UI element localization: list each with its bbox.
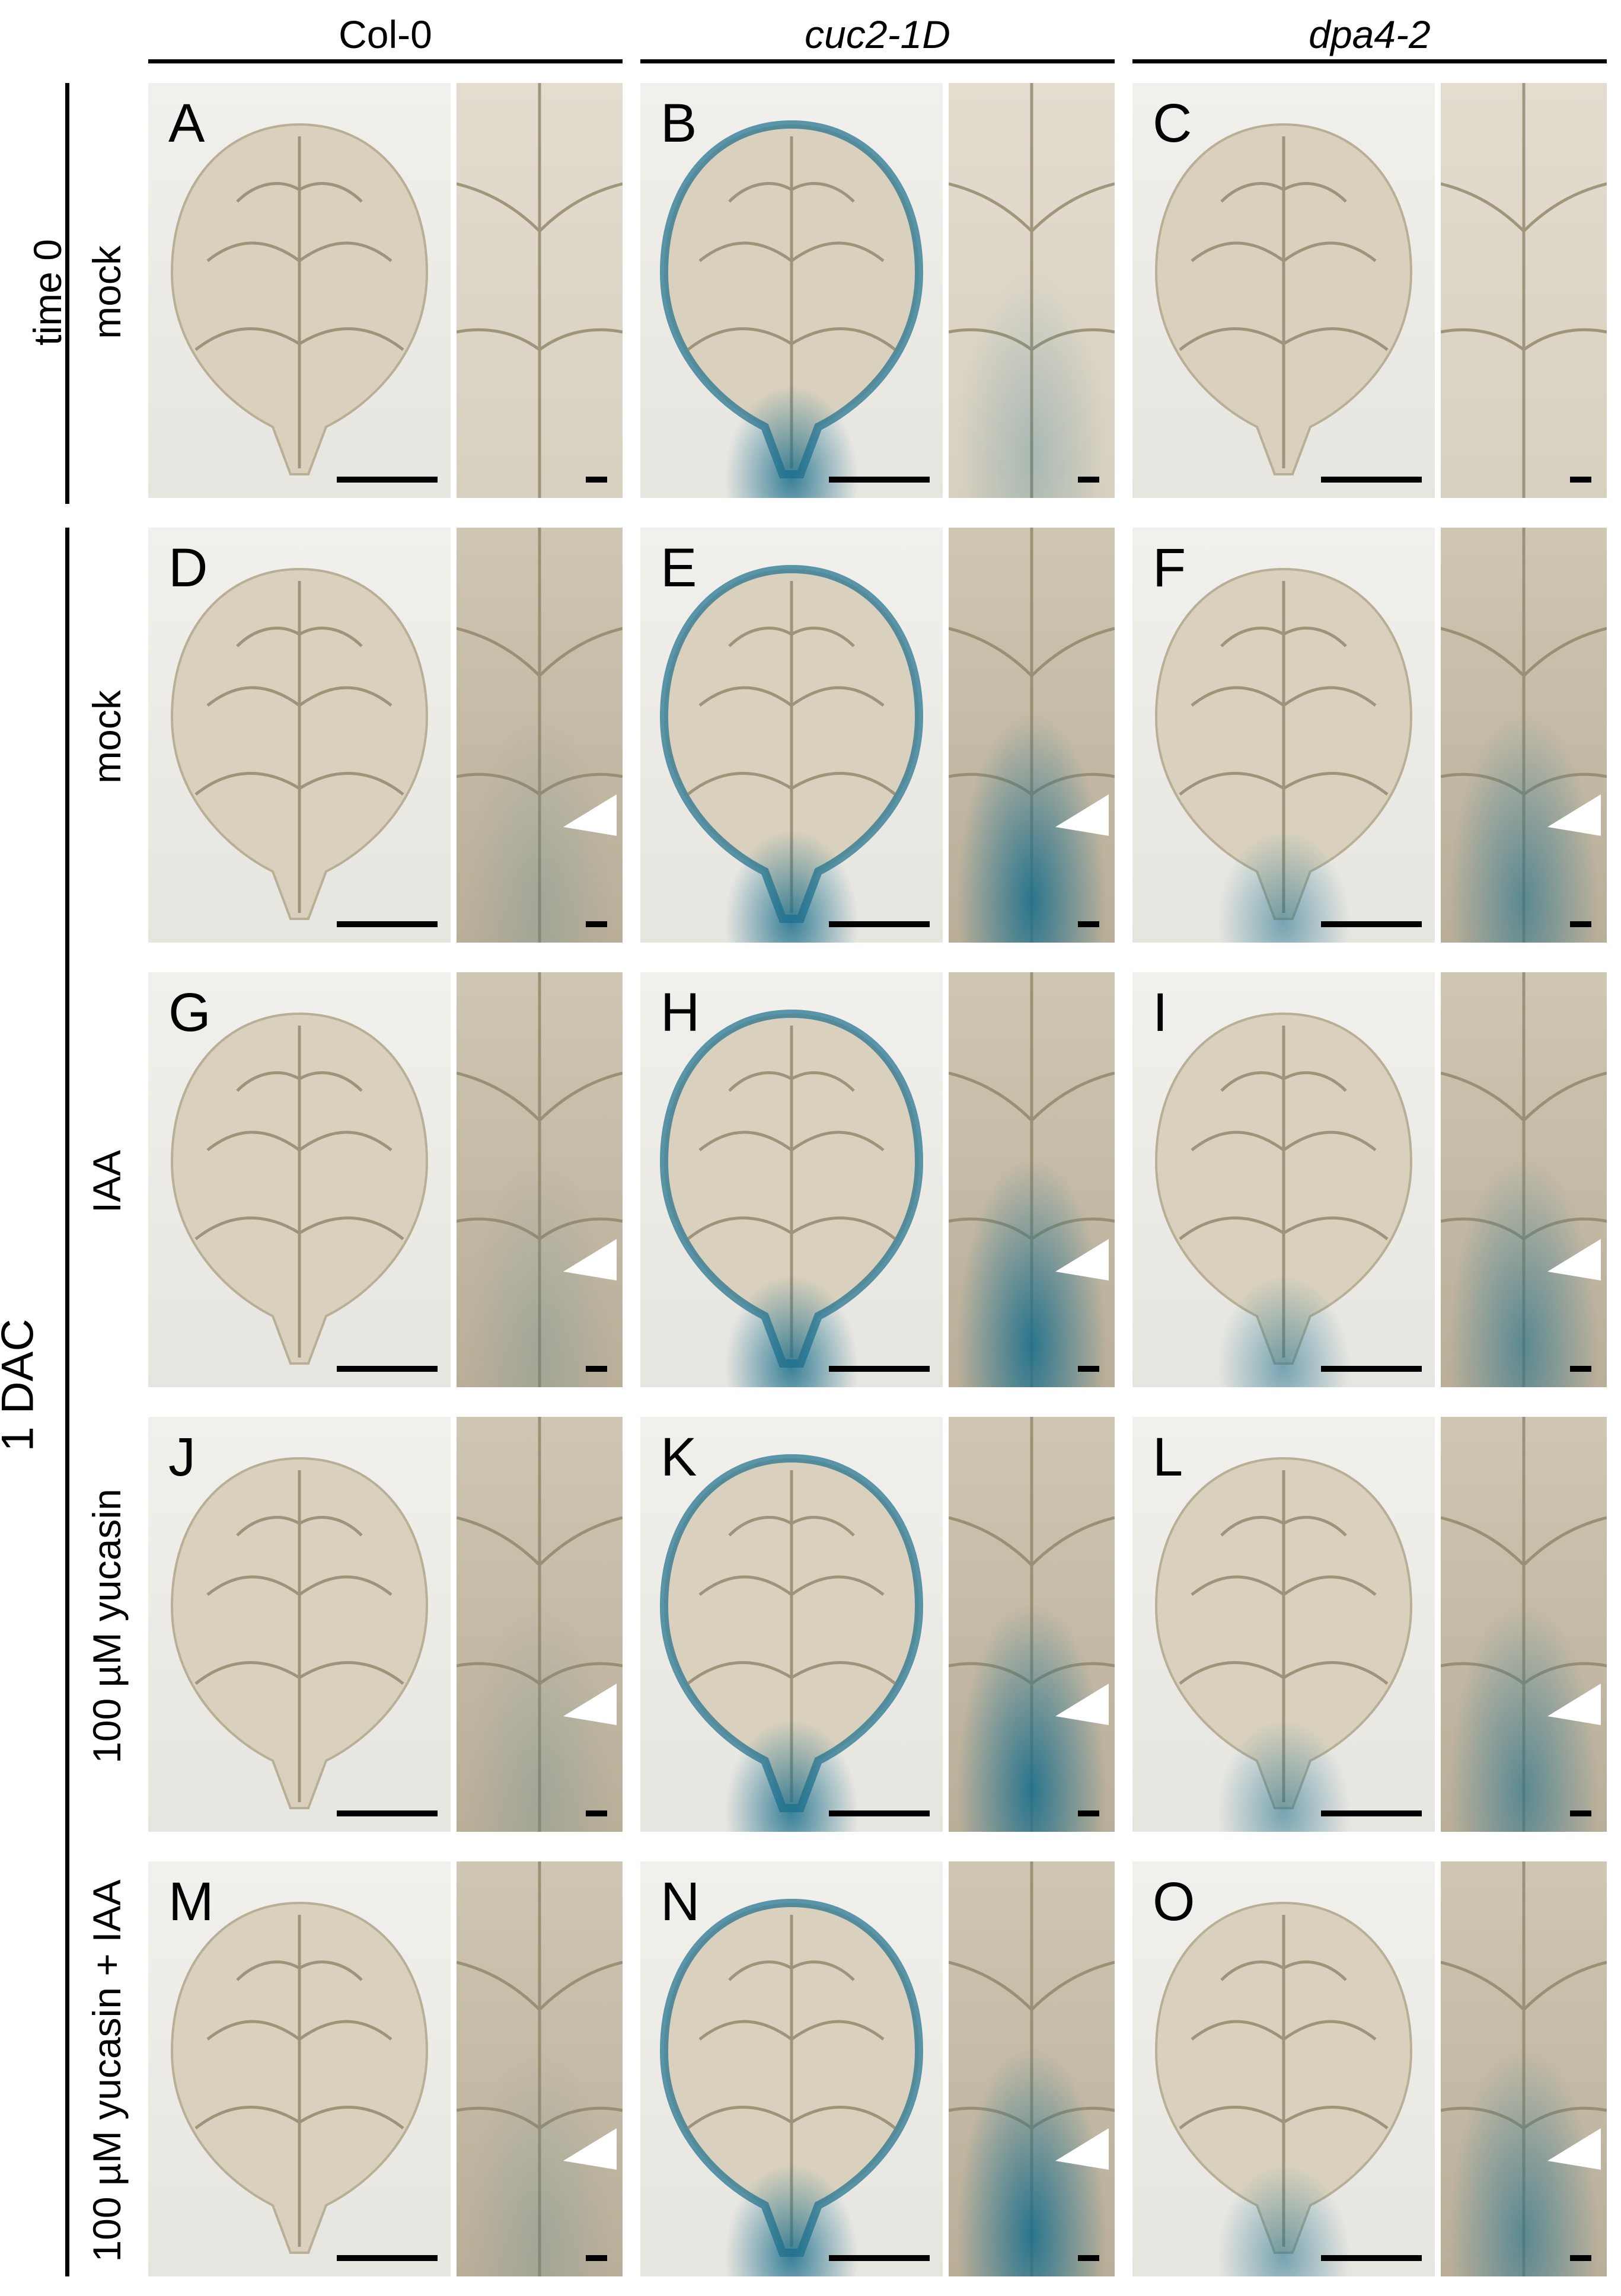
panel-letter: J bbox=[168, 1427, 196, 1487]
panel-letter: E bbox=[660, 538, 697, 598]
leaf-panel-n: N bbox=[640, 1861, 943, 2276]
scale-bar bbox=[337, 1366, 438, 1372]
zoom-panel-h bbox=[949, 972, 1115, 1387]
scale-bar bbox=[829, 1366, 930, 1372]
panel-letter: M bbox=[168, 1872, 214, 1932]
zoom-panel-e bbox=[949, 528, 1115, 943]
zoom-panel-m bbox=[457, 1861, 623, 2276]
leaf-panel-m: M bbox=[148, 1861, 451, 2276]
leaf-panel-h: H bbox=[640, 972, 943, 1387]
scale-bar-small bbox=[586, 477, 607, 483]
leaf-panel-k: K bbox=[640, 1417, 943, 1832]
scale-bar bbox=[337, 921, 438, 927]
scale-bar-small bbox=[1570, 2255, 1591, 2261]
scale-bar bbox=[1321, 1366, 1422, 1372]
scale-bar bbox=[829, 2255, 930, 2261]
panel-letter: G bbox=[168, 982, 211, 1043]
leaf-panel-g: G bbox=[148, 972, 451, 1387]
scale-bar bbox=[829, 477, 930, 483]
leaf-panel-a: A bbox=[148, 83, 451, 498]
panel-letter: A bbox=[168, 93, 205, 154]
scale-bar-small bbox=[1570, 1810, 1591, 1816]
scale-bar-small bbox=[586, 1366, 607, 1372]
column-rule-col0 bbox=[148, 59, 623, 63]
scale-bar bbox=[829, 1810, 930, 1816]
leaf-panel-f: F bbox=[1132, 528, 1435, 943]
scale-bar bbox=[1321, 921, 1422, 927]
scale-bar-small bbox=[1570, 477, 1591, 483]
panel-letter: B bbox=[660, 93, 697, 154]
leaf-panel-b: B bbox=[640, 83, 943, 498]
column-rule-cuc2-1d bbox=[640, 59, 1115, 63]
panel-letter: I bbox=[1153, 982, 1168, 1043]
scale-bar-small bbox=[1078, 1810, 1099, 1816]
panel-letter: C bbox=[1153, 93, 1192, 154]
row-label-1: mock bbox=[85, 245, 129, 339]
leaf-panel-o: O bbox=[1132, 1861, 1435, 2276]
leaf-panel-e: E bbox=[640, 528, 943, 943]
leaf-panel-j: J bbox=[148, 1417, 451, 1832]
rule-1dac bbox=[65, 528, 69, 2276]
panel-letter: O bbox=[1153, 1872, 1195, 1932]
scale-bar-small bbox=[586, 1810, 607, 1816]
zoom-panel-d bbox=[457, 528, 623, 943]
group-label-time0: time 0 bbox=[25, 239, 69, 346]
scale-bar-small bbox=[586, 921, 607, 927]
scale-bar-small bbox=[1078, 921, 1099, 927]
zoom-panel-b bbox=[949, 83, 1115, 498]
scale-bar-small bbox=[1570, 1366, 1591, 1372]
leaf-panel-d: D bbox=[148, 528, 451, 943]
zoom-panel-o bbox=[1441, 1861, 1607, 2276]
zoom-panel-i bbox=[1441, 972, 1607, 1387]
row-label-2: mock bbox=[85, 690, 129, 784]
leaf-panel-c: C bbox=[1132, 83, 1435, 498]
panel-letter: D bbox=[168, 538, 208, 598]
column-header-cuc2-1d: cuc2-1D bbox=[805, 12, 950, 56]
zoom-panel-n bbox=[949, 1861, 1115, 2276]
scale-bar bbox=[337, 477, 438, 483]
zoom-panel-g bbox=[457, 972, 623, 1387]
leaf-panel-l: L bbox=[1132, 1417, 1435, 1832]
scale-bar-small bbox=[1078, 1366, 1099, 1372]
scale-bar bbox=[1321, 477, 1422, 483]
zoom-panel-k bbox=[949, 1417, 1115, 1832]
zoom-panel-j bbox=[457, 1417, 623, 1832]
group-label-1dac: 1 DAC bbox=[0, 1318, 43, 1452]
column-header-dpa4-2: dpa4-2 bbox=[1309, 12, 1431, 56]
column-rule-dpa4-2 bbox=[1132, 59, 1607, 63]
zoom-panel-c bbox=[1441, 83, 1607, 498]
rule-time0 bbox=[65, 83, 69, 504]
panel-letter: N bbox=[660, 1872, 700, 1932]
scale-bar-small bbox=[1078, 2255, 1099, 2261]
scale-bar bbox=[1321, 2255, 1422, 2261]
row-label-4: 100 µM yucasin bbox=[85, 1489, 129, 1764]
panel-letter: K bbox=[660, 1427, 697, 1487]
leaf-panel-i: I bbox=[1132, 972, 1435, 1387]
row-label-3: IAA bbox=[85, 1149, 129, 1214]
zoom-panel-f bbox=[1441, 528, 1607, 943]
scale-bar bbox=[337, 1810, 438, 1816]
scale-bar-small bbox=[586, 2255, 607, 2261]
row-label-5: 100 µM yucasin + IAA bbox=[85, 1879, 129, 2262]
scale-bar-small bbox=[1078, 477, 1099, 483]
column-header-col0: Col-0 bbox=[339, 12, 432, 56]
zoom-panel-l bbox=[1441, 1417, 1607, 1832]
scale-bar-small bbox=[1570, 921, 1591, 927]
zoom-panel-a bbox=[457, 83, 623, 498]
scale-bar bbox=[829, 921, 930, 927]
scale-bar bbox=[337, 2255, 438, 2261]
panel-letter: F bbox=[1153, 538, 1186, 598]
panel-letter: L bbox=[1153, 1427, 1183, 1487]
scale-bar bbox=[1321, 1810, 1422, 1816]
panel-letter: H bbox=[660, 982, 700, 1043]
